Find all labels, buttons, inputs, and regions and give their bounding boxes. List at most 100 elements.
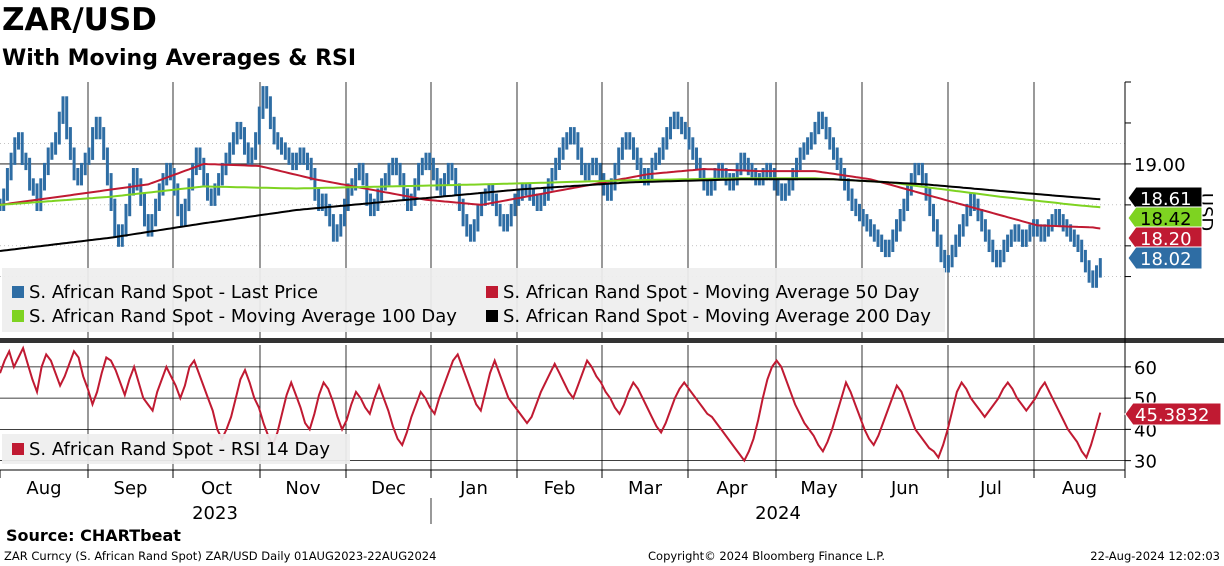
price-bar <box>946 255 950 273</box>
price-bar <box>1009 229 1013 247</box>
legend-swatch-price <box>12 286 24 298</box>
price-bar <box>676 111 680 130</box>
price-bar <box>243 127 246 155</box>
price-bar <box>709 178 713 196</box>
price-bar <box>820 111 824 130</box>
price-bar <box>1087 260 1091 283</box>
price-bar <box>50 142 54 160</box>
price-bar <box>257 106 261 145</box>
price-bar <box>343 198 346 227</box>
price-bar <box>194 147 198 176</box>
price-bar <box>609 178 613 201</box>
price-bar <box>439 178 443 196</box>
price-bar <box>639 157 643 181</box>
price-bar <box>131 168 135 196</box>
price-bar <box>669 116 672 140</box>
ma100-line <box>0 177 1101 209</box>
price-bar <box>306 152 309 171</box>
price-bar <box>168 162 172 181</box>
price-bar <box>532 188 535 206</box>
ma200-tag-label: 18.61 <box>1140 189 1192 210</box>
price-bar <box>17 132 20 150</box>
price-bar <box>317 188 321 211</box>
legend-label-rsi: S. African Rand Spot - RSI 14 Day <box>29 439 330 460</box>
price-bar <box>509 203 513 227</box>
price-bar <box>24 152 28 171</box>
price-bar <box>235 121 239 145</box>
price-bar <box>139 178 143 206</box>
price-bar <box>858 203 861 222</box>
price-bar <box>1083 249 1087 273</box>
price-bar <box>391 157 395 176</box>
price-bar <box>372 198 376 217</box>
price-bar <box>965 203 969 227</box>
price-bar <box>354 168 358 191</box>
price-bar <box>361 162 365 186</box>
price-bar <box>1021 229 1024 247</box>
price-bar <box>650 157 654 181</box>
price-bar <box>535 193 539 211</box>
price-bar <box>339 214 343 237</box>
price-bar <box>1002 239 1006 263</box>
price-bar <box>1035 219 1039 237</box>
month-label-2: Oct <box>201 478 232 499</box>
price-bar <box>1050 214 1054 232</box>
footer-ticker-info: ZAR Curncy (S. African Rand Spot) ZAR/US… <box>4 549 437 563</box>
price-bar <box>657 147 661 165</box>
price-bar <box>543 188 547 206</box>
price-bar <box>376 188 380 211</box>
price-bar <box>461 198 465 227</box>
price-bar <box>313 168 317 201</box>
price-bar <box>869 219 873 237</box>
price-bar <box>576 132 580 160</box>
rsi-ytick-label-3: 60 <box>1134 358 1157 379</box>
price-bar <box>932 203 935 232</box>
price-bar <box>546 178 550 201</box>
price-bar <box>246 142 250 165</box>
price-bar <box>202 157 206 186</box>
price-bar <box>239 121 243 140</box>
price-bar <box>787 178 791 196</box>
legend-swatch-ma100 <box>12 310 24 322</box>
price-bar <box>809 132 813 150</box>
legend-swatch-rsi <box>12 443 24 455</box>
price-bar <box>780 183 784 201</box>
price-bar <box>265 86 269 109</box>
price-bar <box>369 193 372 217</box>
price-bar <box>806 137 810 155</box>
price-bar <box>561 137 565 160</box>
price-bar <box>209 188 213 206</box>
price-bar <box>328 203 332 227</box>
price-bar <box>624 132 628 150</box>
price-bar <box>950 244 954 268</box>
price-bar <box>1095 265 1098 288</box>
price-bar <box>287 147 291 165</box>
rsi-legend-box <box>2 434 350 464</box>
price-bar <box>817 111 821 135</box>
price-tag-label: 18.02 <box>1140 249 1192 270</box>
legend-layer: S. African Rand Spot - Last Price S. Afri… <box>2 268 945 464</box>
price-bar <box>450 162 454 181</box>
price-bar <box>424 152 428 171</box>
price-bar <box>31 178 35 196</box>
price-bar <box>498 203 502 227</box>
price-bar <box>383 173 387 191</box>
price-bar <box>180 203 183 227</box>
price-bar <box>491 183 495 206</box>
price-bar <box>109 173 113 211</box>
ma200-tag <box>1127 186 1203 210</box>
price-bar <box>413 178 417 206</box>
legend-label-price: S. African Rand Spot - Last Price <box>29 282 318 303</box>
price-bar <box>706 178 710 196</box>
price-bar <box>969 193 973 217</box>
price-bar <box>902 198 906 222</box>
month-label-0: Aug <box>26 478 61 499</box>
price-bar <box>469 224 472 242</box>
price-bar <box>91 127 95 160</box>
price-bar <box>513 193 517 217</box>
price-bar <box>883 239 887 258</box>
price-bar <box>735 162 739 186</box>
price-bar <box>672 111 676 130</box>
price-bar <box>128 183 132 217</box>
